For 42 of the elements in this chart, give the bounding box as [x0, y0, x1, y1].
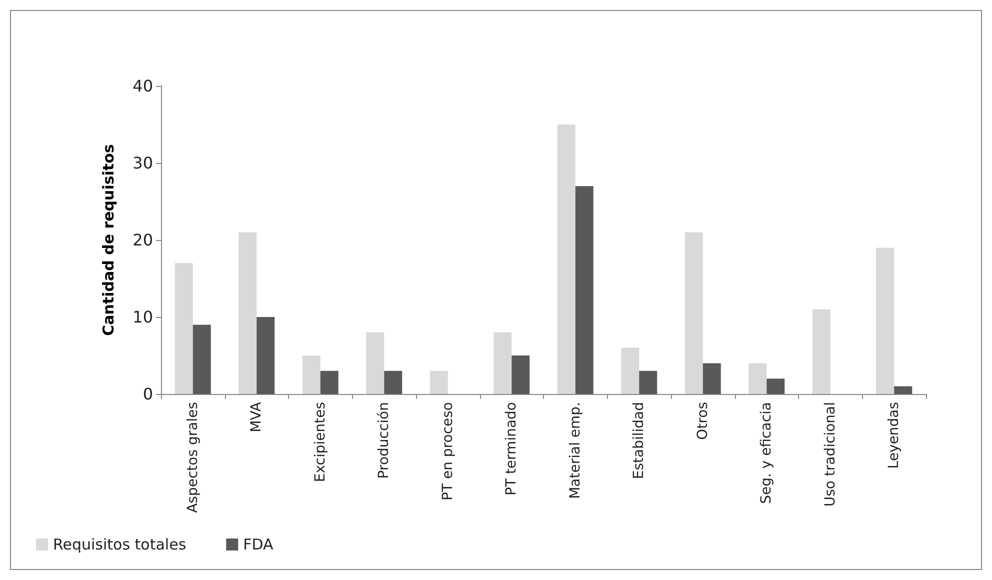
bar: [512, 356, 530, 394]
bar: [812, 309, 830, 394]
x-tick-label: PT terminado: [504, 402, 520, 496]
x-tick-label: Material emp.: [567, 402, 584, 499]
x-tick-label: Uso tradicional: [822, 402, 838, 507]
bar: [702, 363, 721, 394]
bar: [494, 332, 512, 394]
bar: [238, 232, 257, 394]
bar: [748, 363, 767, 394]
x-tick-label: Estabilidad: [631, 402, 648, 480]
legend-label: Requisitos totales: [53, 536, 186, 554]
bar: [876, 248, 894, 394]
bar: [894, 386, 912, 394]
y-axis-title: Cantidad de requisitos: [100, 144, 118, 336]
bar: [766, 378, 785, 394]
x-tick-label: Producción: [376, 402, 392, 479]
bar: [366, 332, 384, 394]
x-tick-label: Otros: [694, 402, 711, 440]
bar: [684, 232, 703, 394]
bar: [256, 317, 275, 394]
y-tick-label: 10: [132, 308, 153, 326]
x-tick-label: Excipientes: [312, 402, 328, 482]
x-tick-label: Aspectos grales: [184, 402, 201, 513]
bar: [621, 348, 640, 394]
y-tick-label: 40: [132, 76, 153, 96]
bar: [430, 370, 448, 394]
x-tick-label: MVA: [248, 402, 265, 432]
bar: [192, 324, 211, 394]
x-tick-label: PT en proceso: [440, 402, 456, 500]
x-tick-label: Leyendas: [886, 402, 902, 469]
bar: [302, 356, 320, 394]
x-tick-label: Seg. y eficacia: [758, 402, 775, 504]
bar: [639, 370, 658, 394]
bar: [384, 370, 402, 394]
y-tick-label: 0: [142, 384, 153, 404]
legend-label: FDA: [243, 536, 274, 554]
bar: [174, 263, 193, 394]
y-tick-label: 30: [132, 154, 153, 172]
bar: [575, 186, 594, 394]
bar: [557, 124, 576, 394]
y-tick-label: 20: [132, 230, 153, 250]
bar: [320, 370, 338, 394]
